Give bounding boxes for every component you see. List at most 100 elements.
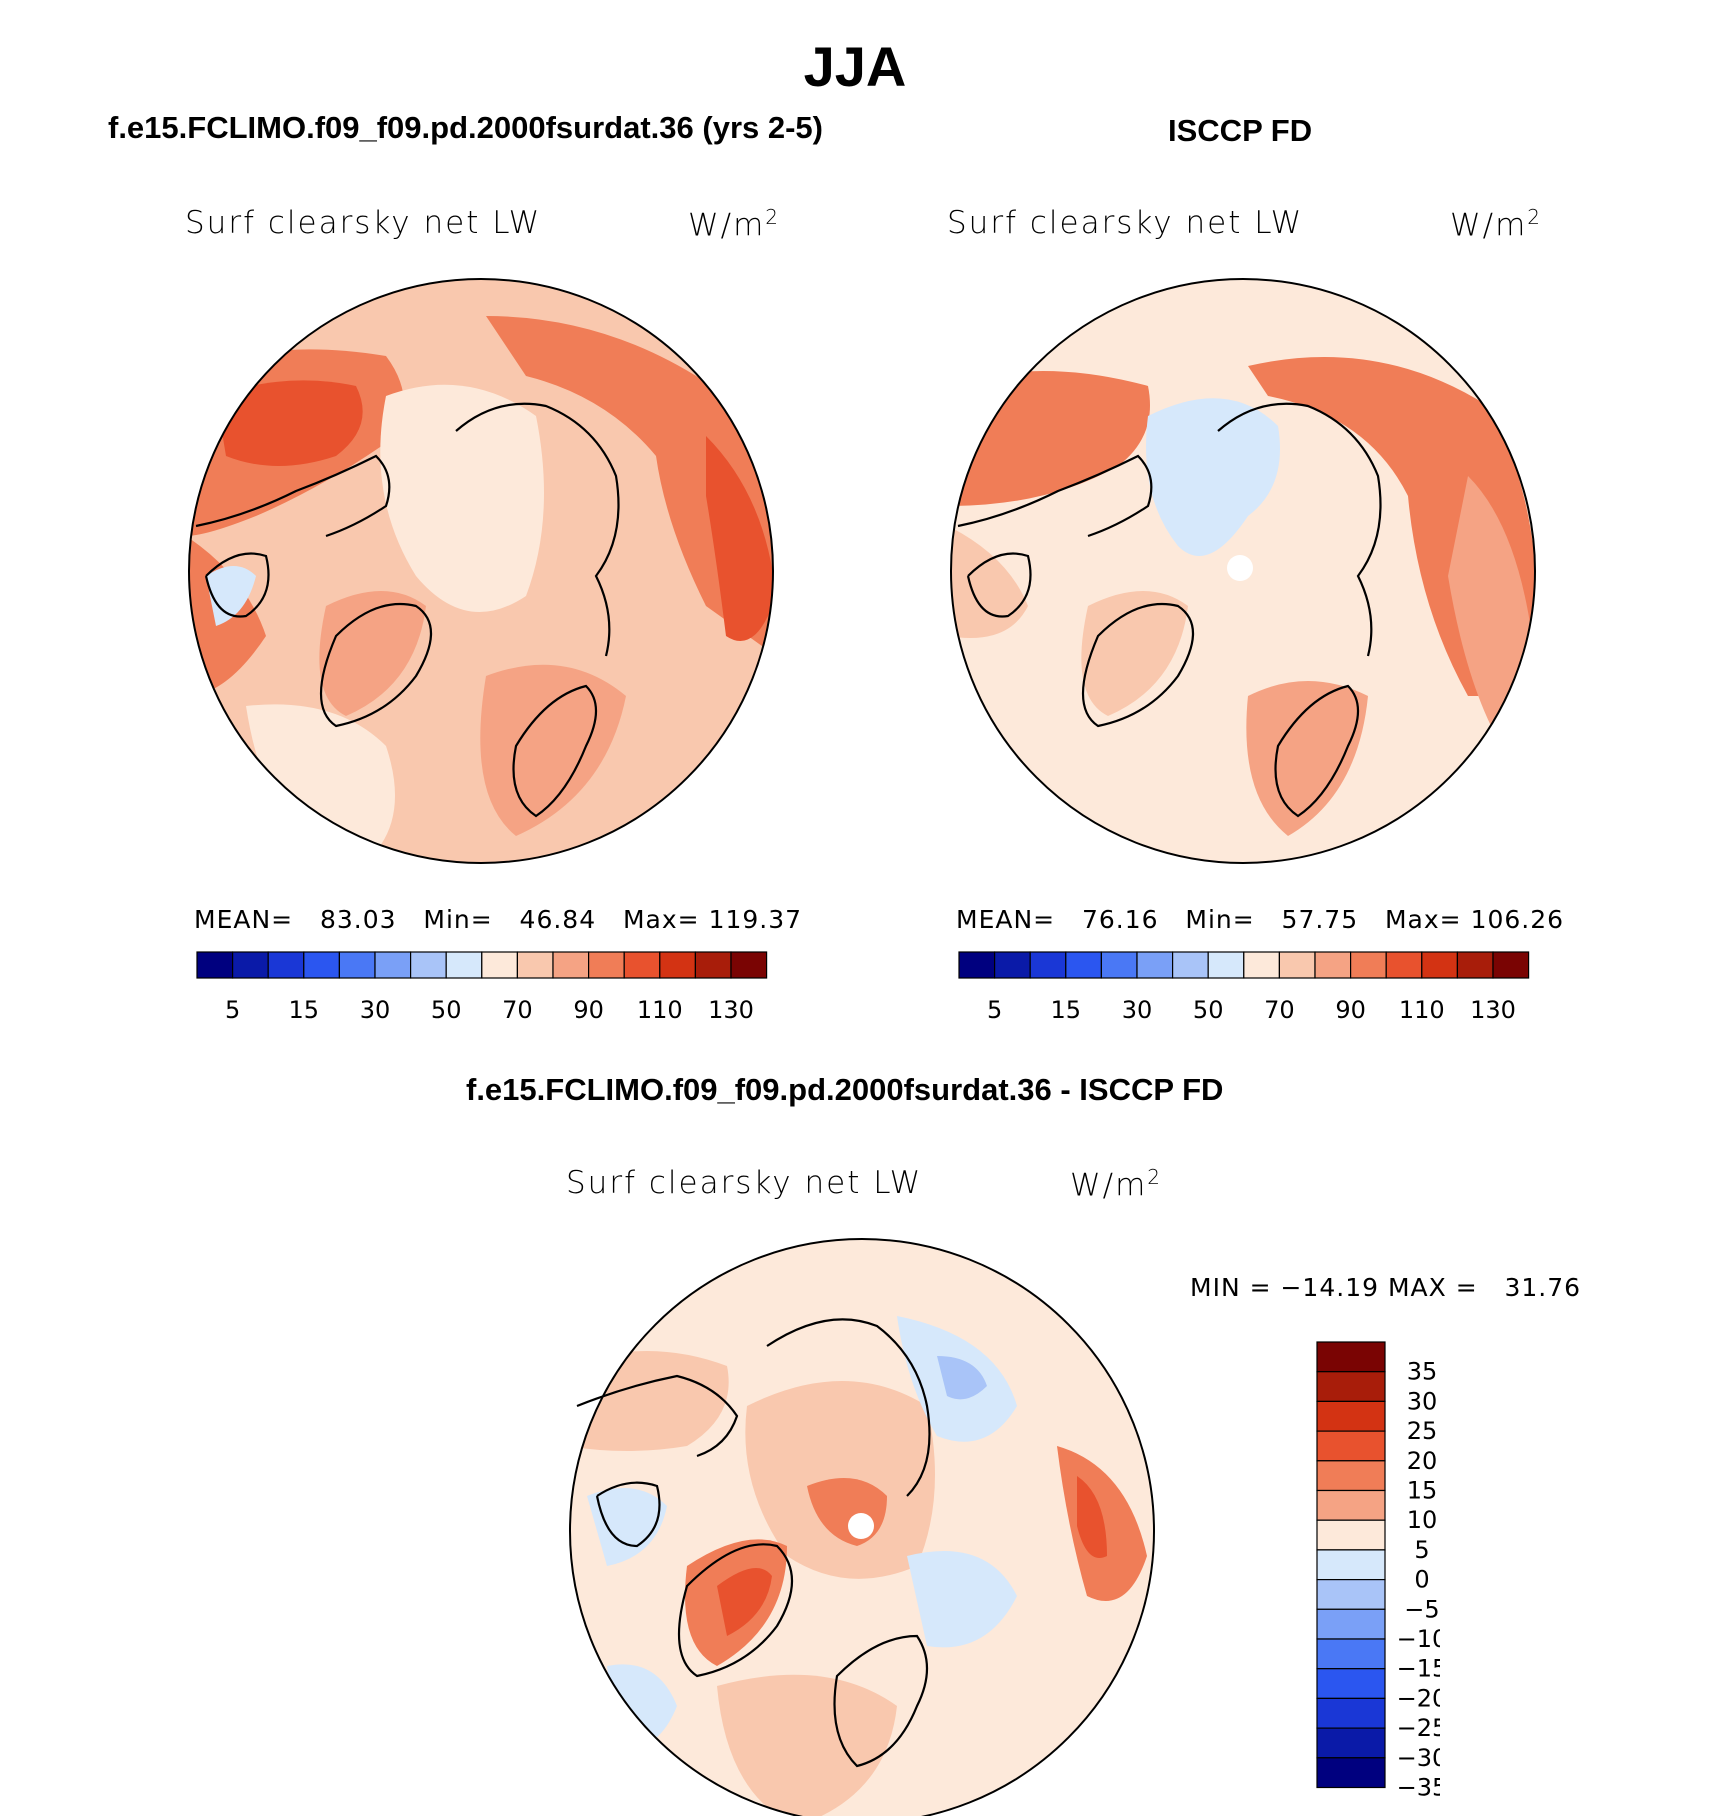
diff-minmax-text: MIN = −14.19 MAX = 31.76 <box>1190 1273 1582 1302</box>
model-colorbar-tick-label: 30 <box>360 996 391 1024</box>
obs-colorbar-box <box>1492 951 1530 979</box>
diff-colorbar-tick-label: −10 <box>1397 1625 1440 1653</box>
obs-colorbar-tick-label: 90 <box>1335 996 1366 1024</box>
diff-colorbar-tick-label: 0 <box>1414 1566 1429 1594</box>
obs-colorbar-tick-label: 30 <box>1122 996 1153 1024</box>
obs-colorbar-box <box>993 951 1031 979</box>
diff-colorbar-box <box>1316 1430 1386 1462</box>
model-coast-siberia <box>455 402 620 657</box>
diff-colorbar-box <box>1316 1608 1386 1640</box>
model-coast-alaska <box>204 552 270 618</box>
model-siberia-warm <box>486 316 773 656</box>
diff-east-hot <box>1077 1476 1107 1558</box>
diff-europe-cool <box>907 1551 1017 1648</box>
model-colorbar-box <box>374 951 412 979</box>
model-colorbar: 5 15 30 50 70 90 110 130 <box>196 951 768 1024</box>
obs-colorbar-box <box>1065 951 1103 979</box>
obs-arctic-cool <box>1146 398 1280 556</box>
obs-colorbar-tick-label: 110 <box>1399 996 1445 1024</box>
obs-colorbar-boxes <box>958 951 1530 979</box>
model-colorbar-box <box>196 951 234 979</box>
model-arctic-ocean-light <box>380 384 544 612</box>
diff-colorbar-tick-label: −20 <box>1397 1684 1440 1712</box>
model-colorbar-box <box>516 951 554 979</box>
obs-north-light <box>1128 279 1348 346</box>
obs-polar-map <box>950 278 1536 864</box>
obs-max-value: 106.26 <box>1470 905 1565 934</box>
obs-min-label: Min= <box>1185 905 1255 934</box>
obs-coast-alaska <box>966 552 1032 618</box>
obs-colorbar-box <box>1136 951 1174 979</box>
diff-colorbar-box <box>1316 1460 1386 1492</box>
diff-colorbar-box <box>1316 1519 1386 1551</box>
diff-case-title: f.e15.FCLIMO.f09_f09.pd.2000fsurdat.36 -… <box>466 1072 1224 1107</box>
obs-colorbar-ticks: 5 15 30 50 70 90 110 130 <box>987 996 1516 1024</box>
obs-colorbar: 5 15 30 50 70 90 110 130 <box>958 951 1530 1024</box>
diff-coast-scandinavia <box>833 1634 928 1768</box>
diff-colorbar-tick-label: 10 <box>1407 1506 1438 1534</box>
diff-colorbar-boxes <box>1316 1341 1386 1789</box>
diff-variable-label: Surf clearsky net LW <box>566 1165 923 1201</box>
model-colorbar-box <box>410 951 447 979</box>
obs-pole-hole <box>1227 555 1253 581</box>
obs-min-value: 57.75 <box>1281 905 1359 934</box>
obs-alaska-band <box>951 526 1028 638</box>
diff-colorbar-tick-label: 20 <box>1407 1447 1438 1475</box>
model-coast-canada <box>195 454 391 538</box>
model-hudson-cool <box>206 566 256 626</box>
model-colorbar-ticks: 5 15 30 50 70 90 110 130 <box>225 996 754 1024</box>
diff-colorbar-box <box>1316 1549 1386 1581</box>
diff-siberia-blue <box>937 1356 987 1400</box>
model-colorbar-tick-label: 110 <box>637 996 683 1024</box>
model-colorbar-box <box>588 951 625 979</box>
diff-coast-siberia <box>766 1318 931 1497</box>
diff-colorbar-box <box>1316 1697 1386 1729</box>
obs-case-title: ISCCP FD <box>1168 113 1313 148</box>
obs-colorbar-box <box>1100 951 1138 979</box>
model-colorbar-box <box>481 951 518 979</box>
obs-variable-label: Surf clearsky net LW <box>947 205 1304 241</box>
model-colorbar-box <box>730 951 768 979</box>
diff-alaska-cool <box>587 1488 667 1566</box>
model-case-title: f.e15.FCLIMO.f09_f09.pd.2000fsurdat.36 (… <box>108 110 823 145</box>
diff-colorbar-tick-label: 30 <box>1407 1387 1438 1415</box>
diff-greenland-hot <box>717 1568 772 1636</box>
model-coast-scandinavia <box>512 684 597 818</box>
model-polar-map <box>188 278 774 864</box>
model-stats: MEAN= 83.03 Min= 46.84 Max= 119.37 <box>194 905 802 934</box>
model-colorbar-box <box>623 951 661 979</box>
figure-title: JJA <box>803 35 907 98</box>
model-colorbar-tick-label: 130 <box>708 996 754 1024</box>
model-colorbar-box <box>552 951 590 979</box>
model-max-label: Max= <box>622 905 700 934</box>
model-colorbar-box <box>231 951 269 979</box>
obs-colorbar-box <box>1385 951 1423 979</box>
diff-colorbar-tick-label: −5 <box>1404 1595 1439 1623</box>
diff-colorbar-tick-label: −35 <box>1397 1774 1440 1802</box>
diff-colorbar-tick-label: 25 <box>1407 1417 1438 1445</box>
obs-colorbar-box <box>1243 951 1280 979</box>
obs-colorbar-tick-label: 50 <box>1193 996 1224 1024</box>
obs-mean-value: 76.16 <box>1081 905 1159 934</box>
obs-colorbar-box <box>1314 951 1352 979</box>
model-colorbar-box <box>694 951 732 979</box>
diff-polar-map <box>569 1238 1155 1816</box>
obs-colorbar-box <box>1172 951 1209 979</box>
model-colorbar-box <box>445 951 483 979</box>
model-colorbar-box <box>267 951 305 979</box>
obs-colorbar-box <box>1421 951 1458 979</box>
diff-units-label: W/m2 <box>1070 1165 1163 1204</box>
diff-colorbar-box <box>1316 1400 1386 1432</box>
obs-colorbar-box <box>1029 951 1067 979</box>
diff-colorbar-box <box>1316 1579 1386 1610</box>
obs-colorbar-box <box>1350 951 1387 979</box>
obs-colorbar-tick-label: 5 <box>987 996 1002 1024</box>
diff-colorbar-box <box>1316 1668 1386 1700</box>
obs-colorbar-box <box>1278 951 1316 979</box>
model-max-value: 119.37 <box>708 905 803 934</box>
obs-stats: MEAN= 76.16 Min= 57.75 Max= 106.26 <box>956 905 1564 934</box>
diff-colorbar-tick-label: −15 <box>1397 1655 1440 1683</box>
model-colorbar-box <box>303 951 341 979</box>
